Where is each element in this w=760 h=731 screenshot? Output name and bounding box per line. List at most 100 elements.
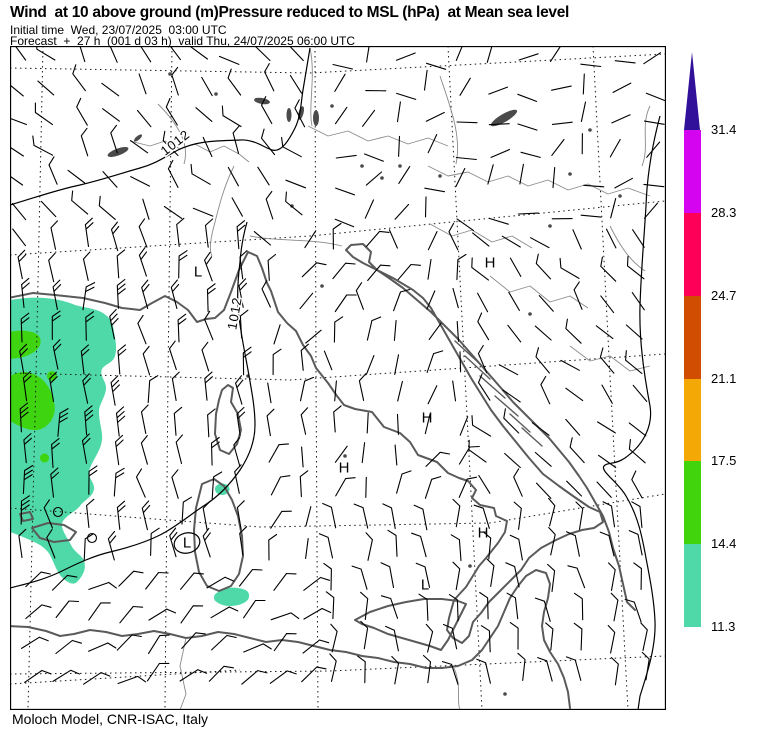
wind-barb: [10, 117, 27, 126]
wind-barb: [201, 76, 213, 97]
map-dot: [618, 194, 622, 198]
wind-barb: [301, 446, 304, 468]
wind-barb: [600, 256, 617, 282]
map-dot: [503, 692, 507, 696]
wind-barb: [232, 125, 240, 154]
wind-barb: [110, 375, 120, 406]
map-dot: [380, 176, 384, 180]
wind-barb: [582, 73, 585, 95]
wind-barb: [148, 634, 170, 654]
wind-barb: [116, 278, 126, 309]
wind-barb: [322, 502, 337, 529]
wind-barb: [394, 444, 398, 466]
wind-barb: [641, 651, 650, 681]
wind-barb: [573, 592, 584, 621]
wind-barb: [81, 433, 91, 464]
wind-barb: [480, 625, 491, 653]
wind-barb: [333, 316, 344, 343]
graticule-parallel: [10, 669, 241, 685]
wind-barb: [540, 375, 551, 405]
wind-barb: [239, 526, 248, 556]
wind-barb: [116, 634, 142, 651]
wind-barb: [46, 529, 56, 559]
wind-barb: [50, 220, 59, 250]
wind-barb: [10, 146, 24, 157]
wind-barb: [358, 373, 367, 401]
pressure-center-low: L: [183, 535, 191, 552]
map-dot: [468, 564, 472, 568]
lakes: [107, 72, 622, 696]
wind-barb: [380, 595, 399, 619]
wind-shade-teal: [10, 297, 117, 584]
wind-barb: [136, 109, 152, 128]
wind-barb: [260, 96, 273, 125]
wind-barb: [141, 500, 151, 531]
wind-barb: [49, 371, 58, 402]
wind-barb: [565, 531, 580, 557]
wind-barb: [426, 290, 436, 310]
lake: [254, 97, 270, 105]
wind-barb: [334, 294, 357, 313]
page-title: Wind at 10 above ground (m)Pressure redu…: [10, 4, 570, 21]
wind-barb: [506, 592, 519, 620]
wind-barb: [181, 632, 206, 649]
border-line: [209, 165, 235, 257]
wind-barb: [643, 52, 662, 65]
wind-barb: [254, 46, 271, 62]
wind-barb: [178, 250, 188, 279]
wind-barb: [397, 380, 403, 402]
wind-barb: [335, 477, 356, 497]
wind-barb: [243, 599, 266, 619]
lake: [107, 147, 129, 157]
wind-barb: [535, 253, 552, 280]
wind-barb: [534, 325, 552, 341]
wind-barb: [382, 503, 396, 530]
wind-barb: [610, 657, 619, 686]
wind-barb: [364, 199, 375, 219]
forecast-line: Forecast + 27 h (001 d 03 h) valid Thu, …: [10, 34, 355, 48]
colorbar-band: [684, 461, 701, 545]
wind-barb: [394, 354, 400, 375]
graticule-meridian: [592, 46, 629, 710]
border-line: [429, 223, 533, 249]
wind-barb: [236, 406, 246, 437]
wind-barb: [227, 166, 239, 187]
wind-barb: [51, 574, 78, 591]
wind-barb: [365, 171, 383, 186]
border-line: [569, 345, 651, 372]
wind-barb: [109, 46, 118, 63]
coastline: [193, 478, 244, 592]
wind-barb: [116, 500, 126, 530]
wind-barb: [459, 416, 469, 436]
lake: [313, 110, 319, 126]
colorbar-band: [684, 295, 701, 379]
wind-barb: [501, 235, 521, 248]
wind-barb: [173, 406, 183, 436]
wind-barb: [351, 565, 368, 590]
wind-barb: [140, 404, 149, 435]
wind-barb: [169, 527, 178, 558]
island-outline: [494, 395, 519, 417]
wind-barb: [233, 436, 241, 467]
wind-barb: [425, 62, 447, 70]
wind-barb: [411, 532, 427, 558]
wind-barb: [573, 622, 583, 651]
wind-barb: [452, 287, 459, 309]
wind-barb: [202, 136, 213, 158]
initial-time-line: Initial time Wed, 23/07/2025 03:00 UTC: [10, 23, 227, 37]
island-outline: [479, 375, 506, 399]
wind-barb: [600, 295, 615, 314]
wind-barb: [253, 231, 272, 246]
graticule-parallel: [10, 53, 666, 74]
calm-wind-circle: [52, 506, 64, 518]
wind-barb: [180, 605, 204, 624]
wind-barb: [86, 498, 95, 528]
wind-barb: [335, 154, 357, 159]
wind-barb: [380, 562, 395, 588]
wind-barb: [264, 63, 275, 92]
wind-barb: [273, 633, 297, 652]
graticule-meridian: [27, 46, 44, 710]
wind-barb: [146, 662, 170, 682]
wind-barb: [602, 501, 616, 528]
